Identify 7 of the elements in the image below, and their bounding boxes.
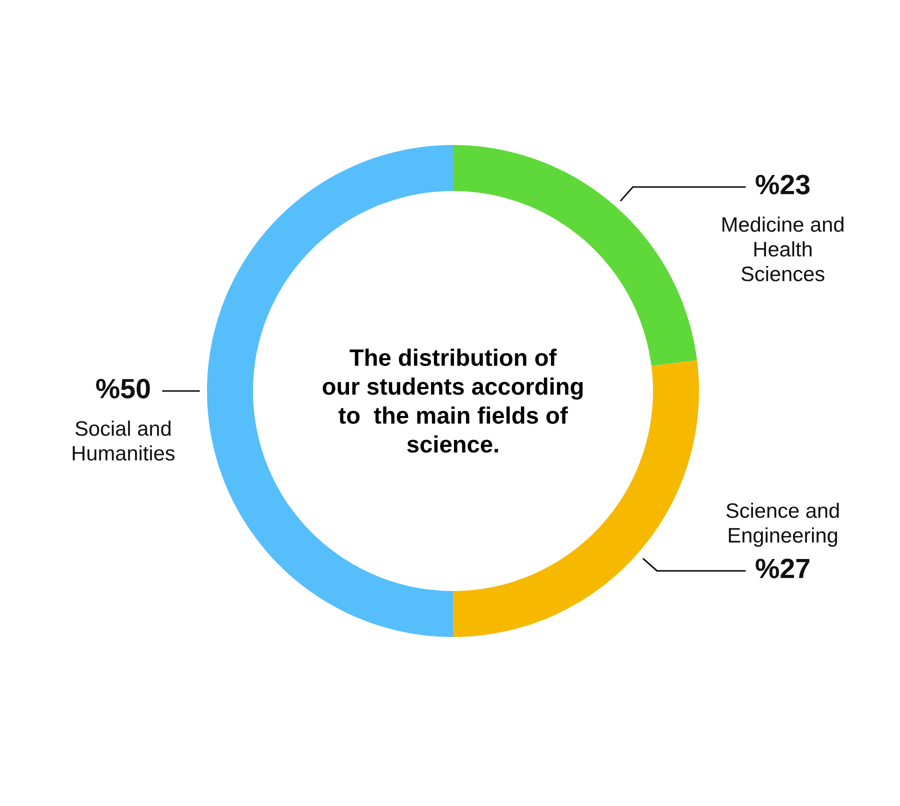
slice-label: Medicine and Health Sciences bbox=[722, 216, 844, 282]
slice-label: Science and Engineering bbox=[726, 502, 839, 547]
data-label: %27 bbox=[756, 558, 810, 578]
slice-label: Social and Humanities bbox=[72, 420, 175, 461]
data-label: %50 bbox=[96, 378, 150, 398]
data-label: %23 bbox=[756, 174, 810, 194]
text: The distribution of our students according to the main fields of science. bbox=[322, 348, 583, 453]
